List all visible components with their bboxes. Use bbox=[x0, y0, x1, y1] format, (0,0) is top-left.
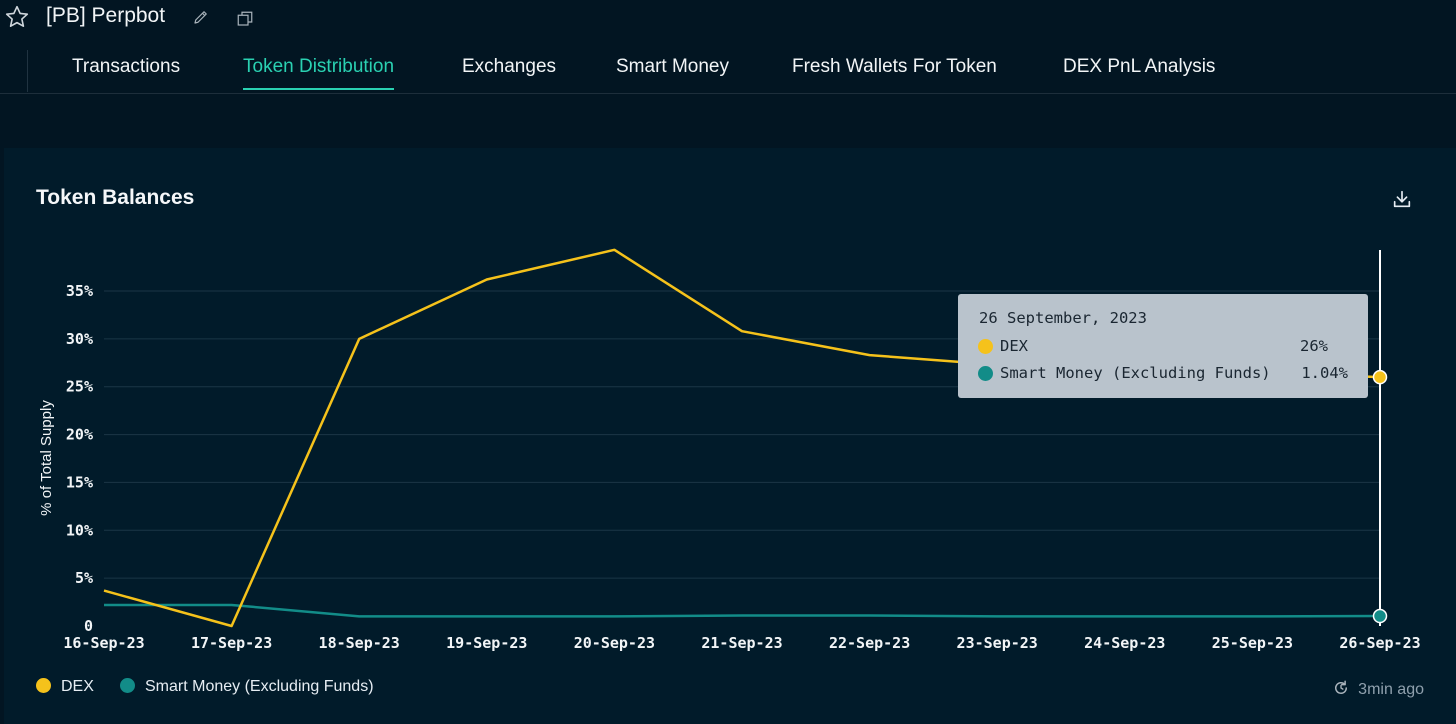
smart-money-series-line bbox=[104, 603, 1381, 618]
dex-color-dot bbox=[978, 339, 993, 354]
last-updated-text: 3min ago bbox=[1358, 681, 1424, 698]
y-tick-label: 0 bbox=[84, 617, 93, 635]
tooltip-series-name: DEX bbox=[1000, 337, 1028, 355]
panel-title: Token Balances bbox=[36, 186, 195, 209]
header-bar: [PB] Perpbot bbox=[0, 0, 1456, 36]
tab-bar: Transactions Token Distribution Exchange… bbox=[0, 36, 1456, 94]
tooltip-row-dex: DEX 26% bbox=[978, 337, 1348, 359]
dex-hover-marker bbox=[1372, 369, 1388, 385]
x-tick-label: 21-Sep-23 bbox=[701, 634, 782, 652]
smart-money-hover-marker bbox=[1372, 608, 1388, 624]
tab-smart-money[interactable]: Smart Money bbox=[616, 56, 729, 77]
tooltip-row-smart-money: Smart Money (Excluding Funds) 1.04% bbox=[978, 364, 1348, 386]
tab-dex-pnl-analysis[interactable]: DEX PnL Analysis bbox=[1063, 56, 1216, 77]
legend-item-smart-money[interactable]: Smart Money (Excluding Funds) bbox=[120, 678, 374, 696]
tab-fresh-wallets[interactable]: Fresh Wallets For Token bbox=[792, 56, 997, 77]
x-tick-label: 24-Sep-23 bbox=[1084, 634, 1165, 652]
pencil-icon[interactable] bbox=[192, 8, 210, 26]
smart-money-legend-dot bbox=[120, 678, 135, 693]
copy-icon[interactable] bbox=[236, 10, 254, 28]
y-tick-label: 25% bbox=[66, 378, 93, 396]
x-tick-label: 19-Sep-23 bbox=[446, 634, 527, 652]
dex-legend-dot bbox=[36, 678, 51, 693]
y-tick-label: 35% bbox=[66, 282, 93, 300]
y-tick-label: 10% bbox=[66, 521, 93, 539]
tab-divider bbox=[27, 50, 28, 92]
x-tick-label: 16-Sep-23 bbox=[63, 634, 144, 652]
y-axis-label: % of Total Supply bbox=[38, 400, 55, 516]
y-tick-label: 30% bbox=[66, 330, 93, 348]
y-tick-label: 5% bbox=[75, 569, 93, 587]
last-updated[interactable]: 3min ago bbox=[1332, 679, 1424, 699]
tooltip-series-name: Smart Money (Excluding Funds) bbox=[1000, 364, 1271, 382]
legend-label: Smart Money (Excluding Funds) bbox=[145, 678, 374, 695]
tab-transactions[interactable]: Transactions bbox=[72, 56, 181, 77]
refresh-icon bbox=[1335, 680, 1348, 694]
tab-exchanges[interactable]: Exchanges bbox=[462, 56, 557, 77]
smart-money-color-dot bbox=[978, 366, 993, 381]
tooltip-series-value: 1.04% bbox=[1301, 364, 1348, 382]
y-tick-label: 15% bbox=[66, 473, 93, 491]
x-tick-label: 25-Sep-23 bbox=[1212, 634, 1293, 652]
chart-tooltip: 26 September, 2023 DEX 26% Smart Money (… bbox=[958, 294, 1368, 398]
star-icon[interactable] bbox=[4, 4, 30, 30]
tooltip-date: 26 September, 2023 bbox=[979, 309, 1147, 327]
x-tick-label: 20-Sep-23 bbox=[574, 634, 655, 652]
page-title: [PB] Perpbot bbox=[46, 4, 166, 27]
token-balances-panel: Token Balances bbox=[4, 148, 1456, 724]
x-tick-label: 18-Sep-23 bbox=[319, 634, 400, 652]
x-tick-label: 26-Sep-23 bbox=[1339, 634, 1420, 652]
x-tick-label: 23-Sep-23 bbox=[957, 634, 1038, 652]
tooltip-series-value: 26% bbox=[1300, 337, 1328, 355]
x-tick-label: 22-Sep-23 bbox=[829, 634, 910, 652]
download-icon[interactable] bbox=[1391, 188, 1413, 210]
legend-item-dex[interactable]: DEX bbox=[36, 678, 94, 696]
x-tick-label: 17-Sep-23 bbox=[191, 634, 272, 652]
tab-token-distribution[interactable]: Token Distribution bbox=[243, 56, 395, 90]
y-tick-label: 20% bbox=[66, 426, 93, 444]
legend-label: DEX bbox=[61, 678, 94, 695]
